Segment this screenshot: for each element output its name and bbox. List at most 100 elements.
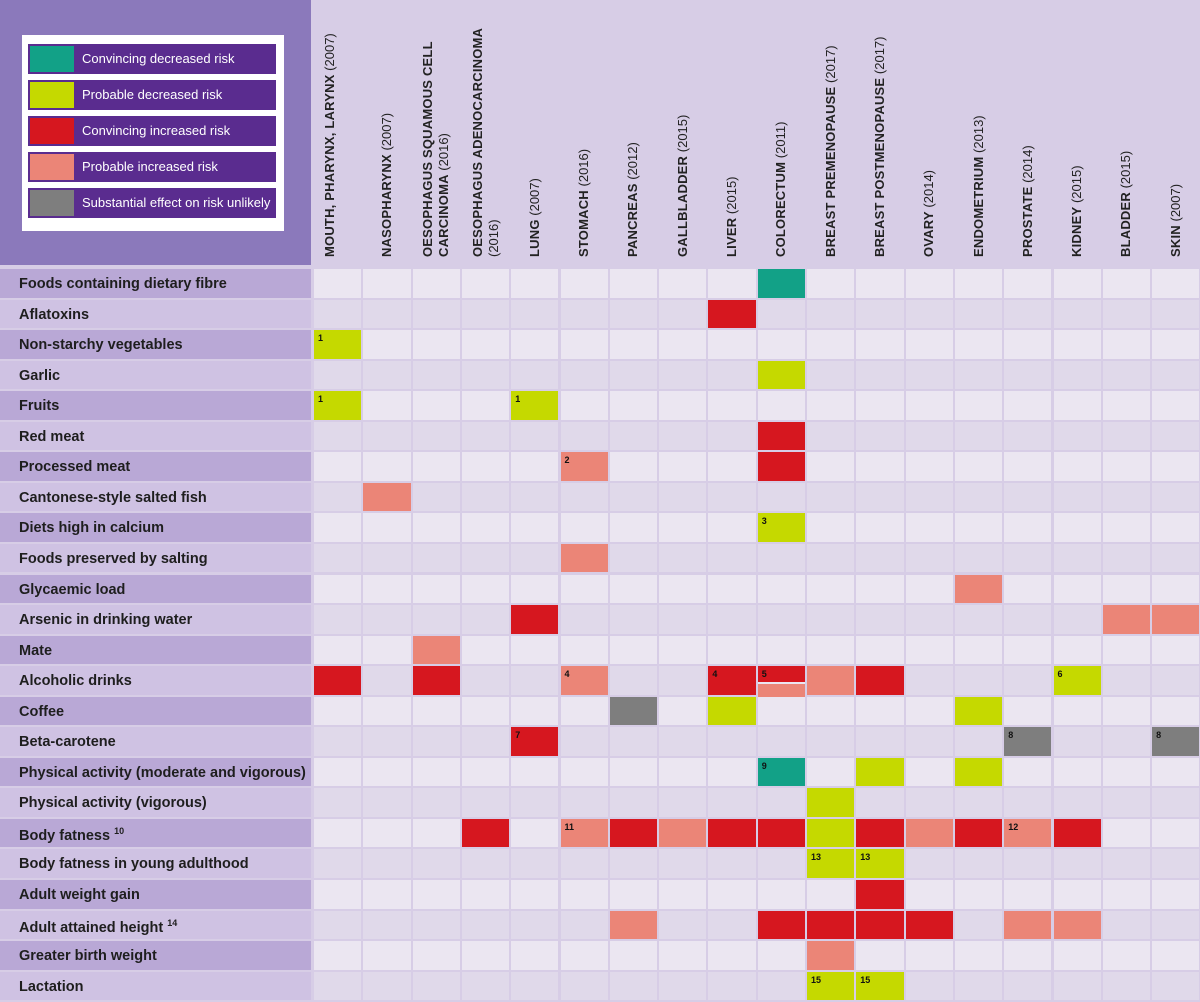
row-label: Aflatoxins — [19, 307, 89, 323]
grid-cell — [1152, 330, 1200, 359]
grid-cell — [708, 605, 756, 634]
row-header: Aflatoxins — [0, 299, 311, 329]
grid-cell — [1004, 880, 1052, 909]
grid-cell — [807, 696, 855, 726]
grid-cell — [954, 330, 1003, 359]
column-name: GALLBLADDER — [674, 155, 690, 257]
grid-cell — [954, 910, 1003, 940]
column-year: (2017) — [871, 36, 887, 75]
risk-mark — [856, 666, 904, 695]
column-label: PANCREAS (2012) — [625, 7, 641, 257]
grid-cell — [609, 757, 658, 787]
grid-cell — [905, 788, 953, 817]
grid-cell — [954, 391, 1003, 420]
risk-mark — [1053, 818, 1101, 848]
grid-cell — [412, 696, 460, 726]
legend-label: Convincing increased risk — [82, 123, 231, 138]
grid-cell — [609, 635, 658, 665]
row-header: Lactation — [0, 971, 311, 1001]
grid-cell — [807, 360, 855, 390]
grid-cell — [1152, 757, 1200, 787]
row-label: Beta-carotene — [19, 734, 116, 750]
risk-mark — [1152, 605, 1200, 634]
risk-mark — [1053, 910, 1101, 940]
column-header: MOUTH, PHARYNX, LARYNX (2007) — [314, 0, 362, 265]
grid-cell — [1152, 818, 1200, 848]
grid-cell — [609, 788, 658, 817]
grid-cell — [905, 605, 953, 634]
grid-cell — [560, 513, 608, 542]
grid-cell — [1102, 849, 1151, 878]
grid-cell — [708, 360, 756, 390]
risk-mark: 6 — [1053, 666, 1101, 695]
column-header: NASOPHARYNX (2007) — [363, 0, 411, 265]
grid-cell — [1004, 543, 1052, 573]
grid-cell — [511, 330, 559, 359]
row-label: Glycaemic load — [19, 582, 125, 598]
grid-cell — [659, 452, 707, 481]
grid-cell — [1152, 880, 1200, 909]
grid-cell — [708, 971, 756, 1001]
row-label: Non-starchy vegetables — [19, 337, 183, 353]
grid-cell — [905, 635, 953, 665]
grid-cell — [314, 513, 362, 542]
column-label: NASOPHARYNX (2007) — [379, 7, 395, 257]
grid-cell — [1004, 513, 1052, 542]
grid-cell — [314, 360, 362, 390]
legend-item: Substantial effect on risk unlikely — [28, 188, 276, 218]
grid-cell — [1102, 941, 1151, 970]
grid-cell — [412, 482, 460, 512]
grid-cell — [1004, 788, 1052, 817]
risk-mark — [757, 360, 805, 390]
grid-cell — [807, 391, 855, 420]
grid-cell — [1004, 452, 1052, 481]
column-name: BREAST PREMENOPAUSE — [822, 86, 838, 257]
grid-cell — [412, 299, 460, 329]
grid-cell — [954, 941, 1003, 970]
grid-cell — [659, 727, 707, 756]
grid-cell — [461, 482, 510, 512]
row-label: Cantonese-style salted fish — [19, 490, 207, 506]
row-label-text: Non-starchy vegetables — [19, 337, 183, 354]
column-year: (2016) — [436, 133, 452, 171]
legend-label: Probable increased risk — [82, 159, 218, 174]
grid-cell — [1152, 482, 1200, 512]
grid-cell — [511, 574, 559, 604]
grid-cell — [905, 391, 953, 420]
grid-cell — [461, 513, 510, 542]
row-label-text: Cantonese-style salted fish — [19, 489, 207, 506]
risk-mark — [905, 818, 953, 848]
grid-cell — [1053, 421, 1101, 451]
grid-cell — [757, 391, 805, 420]
grid-cell — [954, 421, 1003, 451]
grid-cell — [1152, 543, 1200, 573]
grid-cell — [461, 543, 510, 573]
grid-cell — [1102, 452, 1151, 481]
grid-cell — [905, 482, 953, 512]
grid-cell — [1152, 696, 1200, 726]
risk-mark — [807, 666, 855, 695]
grid-cell — [708, 849, 756, 878]
grid-cell — [461, 391, 510, 420]
grid-cell — [807, 727, 855, 756]
grid-cell — [757, 849, 805, 878]
grid-cell — [609, 666, 658, 695]
grid-cell — [412, 727, 460, 756]
grid-cell — [511, 818, 559, 848]
grid-cell — [1053, 971, 1101, 1001]
grid-cell — [1102, 666, 1151, 695]
footnote-number: 1 — [318, 333, 324, 344]
legend-swatch — [30, 46, 74, 72]
grid-cell — [314, 941, 362, 970]
row-label: Foods containing dietary fibre — [19, 276, 227, 292]
grid-cell — [609, 727, 658, 756]
grid-cell — [363, 666, 411, 695]
row-label-text: Garlic — [19, 367, 61, 384]
column-name: PROSTATE — [1019, 186, 1035, 257]
column-name: ENDOMETRIUM — [970, 156, 986, 257]
grid-cell — [363, 330, 411, 359]
risk-mark — [1102, 605, 1151, 634]
grid-cell — [609, 482, 658, 512]
grid-cell — [511, 941, 559, 970]
